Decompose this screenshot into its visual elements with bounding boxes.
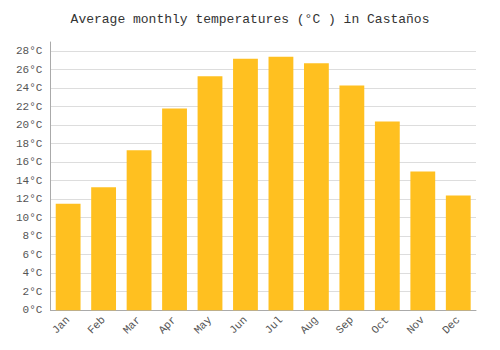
svg-text:Apr: Apr — [156, 314, 178, 336]
svg-text:Jul: Jul — [263, 314, 285, 336]
svg-text:8°C: 8°C — [23, 230, 43, 242]
svg-text:Sep: Sep — [334, 314, 356, 336]
svg-text:26°C: 26°C — [16, 64, 43, 76]
svg-text:16°C: 16°C — [16, 156, 43, 168]
svg-text:Nov: Nov — [405, 314, 428, 337]
svg-text:Average monthly temperatures (: Average monthly temperatures (°C ) in Ca… — [71, 12, 430, 27]
svg-text:24°C: 24°C — [16, 82, 43, 94]
svg-text:20°C: 20°C — [16, 119, 43, 131]
svg-text:18°C: 18°C — [16, 138, 43, 150]
svg-text:28°C: 28°C — [16, 45, 43, 57]
svg-text:22°C: 22°C — [16, 101, 43, 113]
svg-text:May: May — [192, 314, 215, 337]
svg-text:2°C: 2°C — [23, 286, 43, 298]
svg-text:Mar: Mar — [121, 314, 143, 336]
svg-text:Jan: Jan — [50, 314, 72, 336]
svg-text:Dec: Dec — [440, 314, 462, 336]
svg-text:Oct: Oct — [369, 314, 391, 336]
svg-text:Jun: Jun — [227, 314, 249, 336]
svg-text:12°C: 12°C — [16, 193, 43, 205]
svg-text:0°C: 0°C — [23, 304, 43, 316]
svg-text:14°C: 14°C — [16, 175, 43, 187]
svg-text:Aug: Aug — [298, 314, 320, 336]
svg-text:4°C: 4°C — [23, 267, 43, 279]
svg-text:10°C: 10°C — [16, 212, 43, 224]
svg-text:Feb: Feb — [85, 314, 107, 336]
svg-text:6°C: 6°C — [23, 249, 43, 261]
